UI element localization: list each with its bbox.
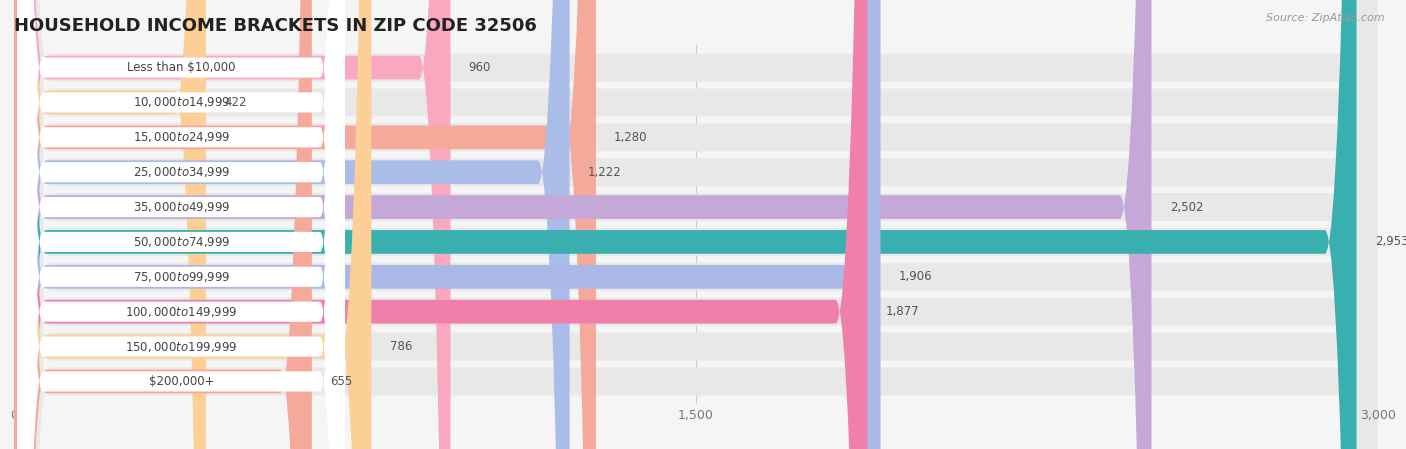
FancyBboxPatch shape: [14, 0, 1378, 449]
FancyBboxPatch shape: [14, 0, 1378, 449]
Text: 1,280: 1,280: [614, 131, 648, 144]
Text: Less than $10,000: Less than $10,000: [127, 61, 236, 74]
FancyBboxPatch shape: [14, 0, 1378, 449]
Text: $35,000 to $49,999: $35,000 to $49,999: [132, 200, 231, 214]
FancyBboxPatch shape: [14, 0, 596, 449]
Text: $200,000+: $200,000+: [149, 375, 214, 388]
FancyBboxPatch shape: [18, 0, 344, 449]
FancyBboxPatch shape: [14, 0, 205, 449]
FancyBboxPatch shape: [14, 0, 1357, 449]
Text: Source: ZipAtlas.com: Source: ZipAtlas.com: [1267, 13, 1385, 23]
FancyBboxPatch shape: [18, 0, 344, 449]
FancyBboxPatch shape: [14, 0, 569, 449]
FancyBboxPatch shape: [14, 0, 1378, 449]
FancyBboxPatch shape: [14, 0, 1378, 449]
FancyBboxPatch shape: [14, 0, 1152, 449]
Text: 422: 422: [224, 96, 246, 109]
Text: $50,000 to $74,999: $50,000 to $74,999: [132, 235, 231, 249]
Text: 1,906: 1,906: [898, 270, 932, 283]
Text: 2,502: 2,502: [1170, 201, 1204, 214]
Text: $75,000 to $99,999: $75,000 to $99,999: [132, 270, 231, 284]
Text: $25,000 to $34,999: $25,000 to $34,999: [132, 165, 231, 179]
FancyBboxPatch shape: [18, 0, 344, 449]
FancyBboxPatch shape: [18, 0, 344, 449]
FancyBboxPatch shape: [14, 0, 312, 449]
FancyBboxPatch shape: [18, 0, 344, 449]
FancyBboxPatch shape: [14, 0, 880, 449]
FancyBboxPatch shape: [14, 0, 1378, 449]
FancyBboxPatch shape: [14, 0, 1378, 449]
Text: 655: 655: [330, 375, 353, 388]
FancyBboxPatch shape: [18, 0, 344, 449]
Text: 786: 786: [389, 340, 412, 353]
FancyBboxPatch shape: [14, 0, 1378, 449]
Text: 960: 960: [468, 61, 491, 74]
FancyBboxPatch shape: [18, 0, 344, 449]
Text: $15,000 to $24,999: $15,000 to $24,999: [132, 130, 231, 144]
Text: 2,953: 2,953: [1375, 235, 1406, 248]
Text: $10,000 to $14,999: $10,000 to $14,999: [132, 96, 231, 110]
FancyBboxPatch shape: [14, 0, 371, 449]
FancyBboxPatch shape: [18, 0, 344, 449]
Text: HOUSEHOLD INCOME BRACKETS IN ZIP CODE 32506: HOUSEHOLD INCOME BRACKETS IN ZIP CODE 32…: [14, 17, 537, 35]
FancyBboxPatch shape: [14, 0, 450, 449]
FancyBboxPatch shape: [18, 0, 344, 449]
Text: 1,877: 1,877: [886, 305, 920, 318]
FancyBboxPatch shape: [14, 0, 1378, 449]
Text: 1,222: 1,222: [588, 166, 621, 179]
Text: $100,000 to $149,999: $100,000 to $149,999: [125, 305, 238, 319]
FancyBboxPatch shape: [14, 0, 868, 449]
Text: $150,000 to $199,999: $150,000 to $199,999: [125, 339, 238, 353]
FancyBboxPatch shape: [18, 0, 344, 449]
FancyBboxPatch shape: [14, 0, 1378, 449]
